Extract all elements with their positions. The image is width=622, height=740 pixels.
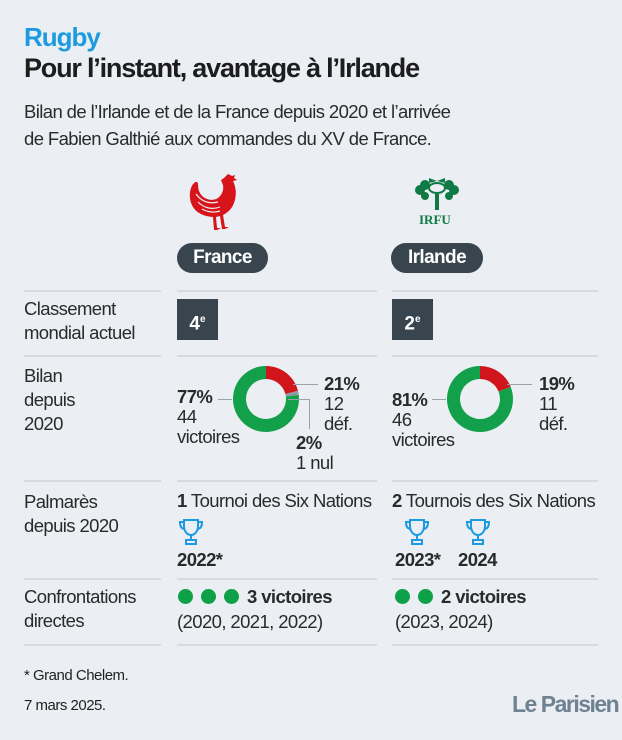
divider [177, 644, 377, 646]
leader-line [288, 399, 310, 400]
team-label-ireland: Irlande [391, 243, 483, 273]
ireland-losses: 19% 11 déf. [539, 373, 575, 434]
row-label-record: Bilan depuis 2020 [24, 365, 76, 434]
france-h2h: 3 victoires [178, 586, 333, 607]
france-wins: 77% 44 victoires [177, 386, 240, 447]
divider [24, 578, 161, 580]
leader-line [432, 399, 446, 400]
win-dots [395, 586, 441, 607]
france-titles: 1 Tournoi des Six Nations [177, 490, 372, 511]
divider [392, 355, 598, 357]
ireland-h2h-years: (2023, 2024) [395, 611, 493, 632]
rank-badge-france: 4e [177, 299, 218, 340]
subtitle-line: de Fabien Galthié aux commandes du XV de… [24, 128, 432, 149]
divider [177, 355, 377, 357]
footnote: * Grand Chelem. [24, 667, 129, 684]
leader-line [309, 399, 310, 429]
title-year: 2024 [458, 549, 497, 570]
divider [177, 480, 377, 482]
title-year: 2022* [177, 549, 223, 570]
divider [392, 480, 598, 482]
date: 7 mars 2025. [24, 697, 106, 714]
win-dot [395, 589, 410, 604]
rank-badge-ireland: 2e [392, 299, 433, 340]
subtitle-line: Bilan de l’Irlande et de la France depui… [24, 101, 451, 122]
kicker: Rugby [24, 22, 101, 52]
win-dots [178, 586, 247, 607]
ireland-h2h: 2 victoires [395, 586, 527, 607]
title-year: 2023* [395, 549, 441, 570]
row-label-rank: Classement mondial actuel [24, 298, 136, 343]
donut-slice-win [447, 366, 513, 432]
france-losses: 21% 12 déf. [324, 373, 360, 434]
divider [24, 355, 161, 357]
divider [177, 578, 377, 580]
france-draws: 2% 1 nul [296, 432, 334, 473]
divider [24, 290, 161, 292]
ireland-titles: 2 Tournois des Six Nations [392, 490, 596, 511]
leader-line [218, 399, 232, 400]
win-dot [201, 589, 216, 604]
leader-line [507, 384, 532, 385]
subtitle: Bilan de l’Irlande et de la France depui… [24, 98, 451, 152]
donut-slice-loss [266, 366, 298, 395]
divider [24, 480, 161, 482]
win-dot [418, 589, 433, 604]
divider [177, 290, 377, 292]
win-dot [178, 589, 193, 604]
trophy-icon [404, 518, 430, 551]
le-parisien-logo: Le Parisien [512, 691, 620, 717]
divider [392, 578, 598, 580]
donut-slice-win [233, 366, 299, 432]
trophy-icon [465, 518, 491, 551]
row-label-titles: Palmarès depuis 2020 [24, 491, 119, 536]
irfu-shamrock-icon [415, 178, 459, 210]
france-h2h-years: (2020, 2021, 2022) [177, 611, 323, 632]
irfu-logo-text: IRFU [419, 212, 451, 227]
team-label-france: France [177, 243, 268, 273]
win-dot [224, 589, 239, 604]
donut-slice-loss [480, 366, 511, 392]
divider [24, 644, 161, 646]
headline: Pour l’instant, avantage à l’Irlande [24, 53, 420, 83]
ireland-wins: 81% 46 victoires [392, 389, 455, 450]
divider [392, 644, 598, 646]
donut-chart-france [233, 366, 299, 432]
trophy-icon [178, 518, 204, 551]
divider [392, 290, 598, 292]
donut-chart-ireland [447, 366, 513, 432]
leader-line [293, 384, 318, 385]
donut-slice-draw [285, 390, 299, 397]
row-label-h2h: Confrontations directes [24, 586, 137, 631]
rooster-icon [189, 174, 237, 230]
